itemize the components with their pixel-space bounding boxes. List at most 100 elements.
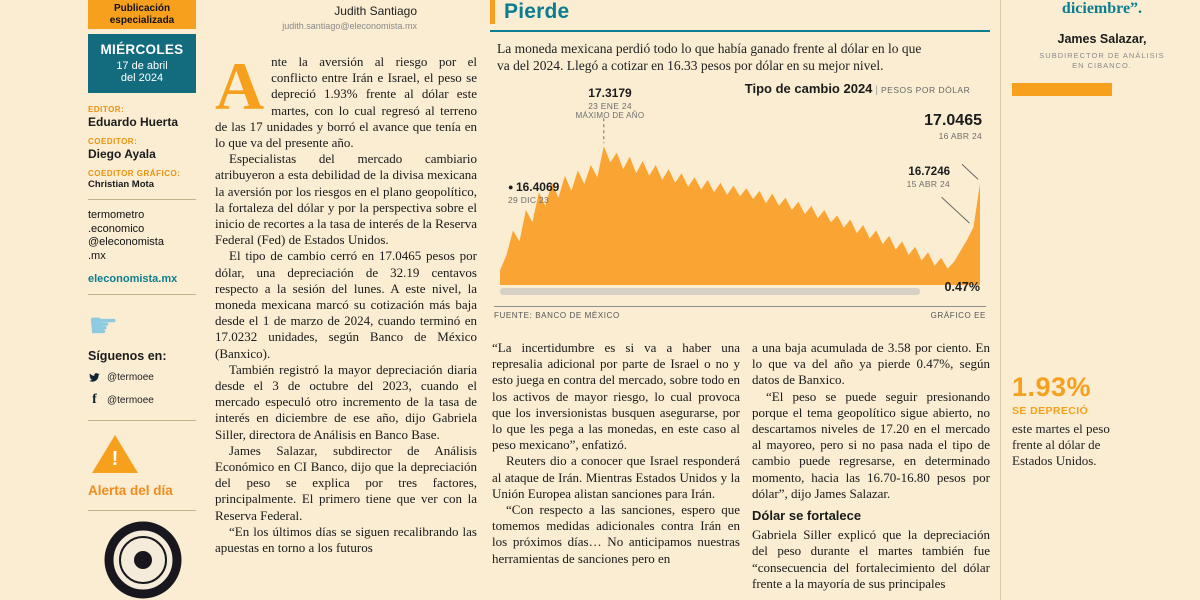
date-line2: del 2024: [120, 72, 164, 84]
annotation-start: 16.4069 29 DIC 23: [508, 180, 559, 205]
article-column-3b: Gabriela Siller explicó que la depreciac…: [752, 527, 990, 592]
paragraph: James Salazar, subdirector de Análisis E…: [215, 442, 477, 523]
weekday: MIÉRCOLES: [100, 42, 184, 57]
peak-date: 23 ENE 24: [588, 101, 632, 111]
rail-orange-bar: [1012, 83, 1112, 96]
paragraph: a una baja acumulada de 3.58 por ciento.…: [752, 340, 990, 388]
headline-accent-bar: [490, 0, 495, 24]
follow-label: Síguenos en:: [88, 349, 167, 363]
paragraph: El tipo de cambio cerró en 17.0465 pesos…: [215, 248, 477, 361]
annotation-close: 17.0465 16 ABR 24: [924, 112, 982, 141]
sidebar-divider: [88, 510, 196, 511]
editor-label: EDITOR:: [88, 105, 125, 114]
facebook-handle[interactable]: @termoee: [107, 394, 154, 406]
headline: Pierde: [490, 0, 569, 24]
prev-value: 16.7246: [908, 166, 950, 178]
paragraph: Reuters dio a conocer que Israel respond…: [492, 453, 740, 501]
handle-line: .mx: [88, 249, 106, 262]
start-date: 29 DIC 23: [508, 195, 549, 205]
headline-rule: [490, 30, 990, 32]
paragraph: “En los últimos días se siguen recalibra…: [215, 523, 477, 556]
annotation-prev: 16.7246 15 ABR 24: [907, 166, 950, 189]
quote-attribution-title: SUBDIRECTOR DE ANÁLISIS EN CIBANCO.: [1012, 51, 1192, 71]
article-column-3a: a una baja acumulada de 3.58 por ciento.…: [752, 340, 990, 502]
chart-title: Tipo de cambio 2024 | PESOS POR DÓLAR: [727, 80, 988, 98]
stat-value: 1.93%: [1012, 372, 1092, 402]
federal-reserve-seal-icon: [104, 521, 182, 599]
article-column-2: “La incertidumbre es si va a haber una r…: [492, 340, 740, 600]
staff-block: EDITOR: Eduardo Huerta COEDITOR: Diego A…: [88, 105, 196, 190]
editor-name: Eduardo Huerta: [88, 115, 179, 129]
pointing-hand-icon: [88, 309, 196, 343]
chart-title-separator: |: [875, 85, 879, 96]
stat-box: 1.93% SE DEPRECIÓ este martes el peso fr…: [1012, 372, 1144, 469]
peak-value: 17.3179: [588, 86, 632, 100]
author-email[interactable]: judith.santiago@eleconomista.mx: [282, 21, 417, 31]
attribution-title-line1: SUBDIRECTOR DE ANÁLISIS: [1039, 51, 1165, 60]
handle-line: @eleconomista: [88, 236, 164, 248]
peak-note: MÁXIMO DE AÑO: [575, 111, 645, 120]
coeditor-label: COEDITOR:: [88, 137, 138, 146]
headline-title: Pierde: [504, 0, 570, 23]
annotation-peak: 17.3179 23 ENE 24 MÁXIMO DE AÑO: [550, 86, 670, 120]
coeditor-grafico-name: Christian Mota: [88, 179, 154, 190]
twitter-icon[interactable]: [88, 371, 101, 384]
handle-line: .economico: [88, 222, 145, 235]
handle-line: termometro: [88, 209, 145, 221]
article-column-3: a una baja acumulada de 3.58 por ciento.…: [752, 340, 990, 600]
chart-units: PESOS POR DÓLAR: [881, 85, 971, 95]
publication-tag: Publicación especializada: [88, 0, 196, 29]
left-sidebar: Publicación especializada MIÉRCOLES 17 d…: [88, 0, 196, 599]
exchange-rate-chart: Tipo de cambio 2024 | PESOS POR DÓLAR 17.3…: [492, 80, 988, 323]
prev-date: 15 ABR 24: [906, 179, 950, 189]
warning-triangle-icon: [92, 435, 138, 473]
sidebar-divider: [88, 294, 196, 295]
publication-tag-line1: Publicación: [113, 3, 171, 14]
ytd-loss-value: 0.47%: [944, 280, 980, 294]
alert-label: Alerta del día: [88, 483, 173, 498]
site-link[interactable]: eleconomista.mx: [88, 273, 178, 285]
stat-label: SE DEPRECIÓ: [1012, 405, 1089, 417]
paragraph: “La incertidumbre es si va a haber una r…: [492, 340, 740, 453]
author-name: Judith Santiago: [334, 4, 417, 18]
attribution-title-line2: EN CIBANCO.: [1072, 61, 1132, 70]
twitter-row[interactable]: @termoee: [88, 371, 196, 384]
publication-tag-line2: especializada: [109, 14, 175, 26]
stat-text: este martes el peso frente al dólar de E…: [1012, 421, 1110, 468]
drop-cap: A: [215, 54, 265, 124]
paragraph: También registró la mayor depreciación d…: [215, 361, 477, 442]
chart-credit: GRÁFICO EE: [930, 311, 986, 320]
paragraph: Gabriela Siller explicó que la depreciac…: [752, 527, 990, 591]
close-value: 17.0465: [924, 112, 982, 129]
deck-text: La moneda mexicana perdió todo lo que ha…: [497, 41, 922, 73]
coeditor-name: Diego Ayala: [88, 147, 156, 161]
quote-attribution-name: James Salazar,: [1057, 32, 1147, 46]
right-column-rule: [1000, 0, 1001, 600]
paragraph: Especialistas del mercado cambiario atri…: [215, 151, 477, 248]
paragraph: “El peso se puede seguir presionando por…: [752, 388, 990, 501]
coeditor-grafico-label: COEDITOR GRÁFICO:: [88, 169, 181, 178]
chart-title-text: Tipo de cambio 2024: [744, 81, 873, 96]
sidebar-divider: [88, 420, 196, 421]
close-date: 16 ABR 24: [938, 131, 982, 141]
facebook-row[interactable]: @termoee: [88, 392, 196, 408]
right-rail: diciembre”. James Salazar, SUBDIRECTOR D…: [1012, 0, 1192, 96]
facebook-icon[interactable]: [88, 392, 101, 408]
paragraph: “Con respecto a las sanciones, espero qu…: [492, 502, 740, 566]
byline: Judith Santiago judith.santiago@eleconom…: [212, 4, 417, 31]
pull-quote-end: diciembre”.: [1061, 0, 1143, 17]
social-handle-lines: termometro .economico @eleconomista .mx: [88, 209, 196, 263]
start-value: 16.4069: [508, 180, 559, 194]
date-box: MIÉRCOLES 17 de abril del 2024: [88, 34, 196, 93]
chart-footer: FUENTE: BANCO DE MÉXICO GRÁFICO EE: [494, 306, 986, 320]
chart-source: FUENTE: BANCO DE MÉXICO: [494, 311, 620, 320]
twitter-handle[interactable]: @termoee: [107, 372, 154, 383]
subsection-heading: Dólar se fortalece: [752, 508, 862, 524]
area-chart-svg: [500, 118, 980, 285]
ytd-track: [500, 288, 920, 295]
date-line1: 17 de abril: [116, 60, 168, 72]
sidebar-divider: [88, 199, 196, 200]
